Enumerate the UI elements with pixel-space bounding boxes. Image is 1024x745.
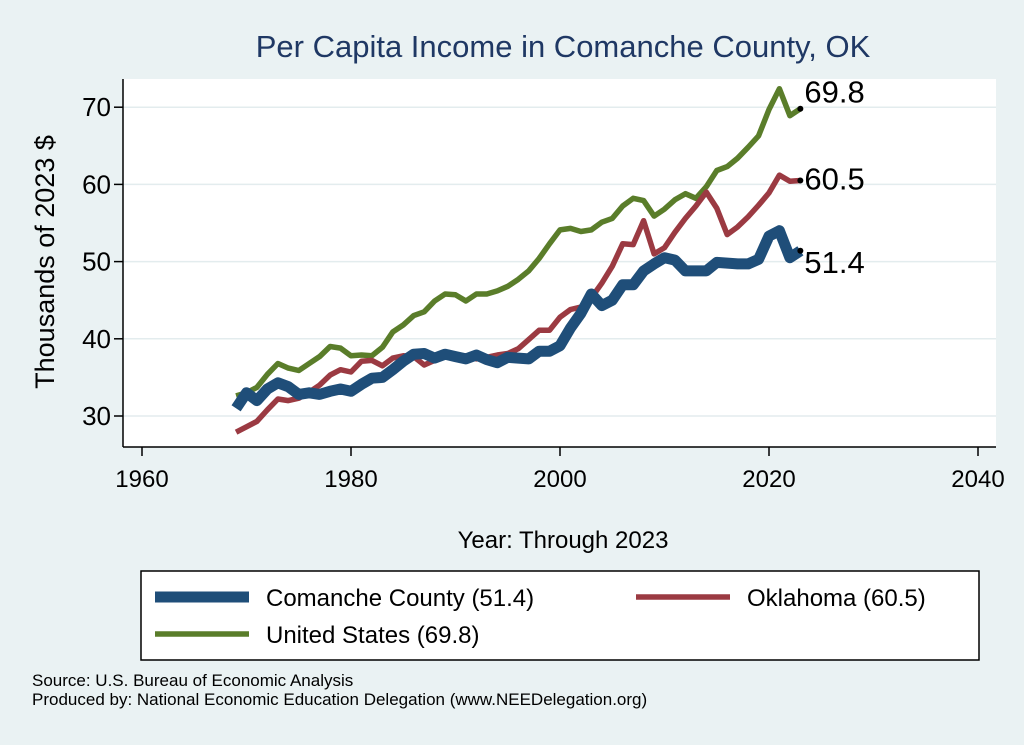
legend: Comanche County (51.4) Oklahoma (60.5) Uni… — [140, 570, 980, 661]
series-line-united-states — [235, 85, 802, 399]
y-tick-label: 70 — [82, 92, 111, 122]
x-tick-label: 2000 — [533, 466, 586, 493]
y-tick-label: 30 — [82, 401, 111, 431]
end-point-marker — [797, 177, 804, 184]
producer-note: Produced by: National Economic Education… — [32, 690, 648, 709]
series-line-oklahoma — [234, 172, 801, 435]
source-note: Source: U.S. Bureau of Economic Analysis — [32, 671, 354, 690]
x-axis-label: Year: Through 2023 — [458, 527, 669, 554]
legend-box — [140, 570, 980, 661]
x-tick-label: 1980 — [324, 466, 377, 493]
series-layer — [231, 85, 804, 435]
x-tick-label: 1960 — [115, 466, 168, 493]
end-point-marker — [797, 247, 804, 254]
legend-item-comanche-county-label: Comanche County (51.4) — [266, 585, 534, 612]
end-labels: 51.4 60.5 69.8 — [797, 75, 865, 280]
end-point-marker — [797, 105, 804, 112]
series-line-comanche-county — [231, 225, 804, 412]
end-label-united-states: 69.8 — [804, 75, 864, 110]
chart-title: Per Capita Income in Comanche County, OK — [256, 29, 871, 64]
y-axis-label: Thousands of 2023 $ — [30, 135, 60, 389]
y-tick-label: 40 — [82, 324, 111, 354]
end-label-comanche-county: 51.4 — [804, 245, 864, 280]
y-tick-label: 50 — [82, 247, 111, 277]
x-tick-label: 2040 — [951, 466, 1004, 493]
legend-item-united-states-label: United States (69.8) — [266, 622, 479, 649]
y-tick-label: 60 — [82, 169, 111, 199]
axes: 30 40 50 60 70 1960 1980 2000 2020 2040 — [82, 79, 1005, 493]
x-tick-label: 2020 — [742, 466, 795, 493]
end-label-oklahoma: 60.5 — [804, 162, 864, 197]
legend-item-oklahoma-label: Oklahoma (60.5) — [747, 585, 926, 612]
